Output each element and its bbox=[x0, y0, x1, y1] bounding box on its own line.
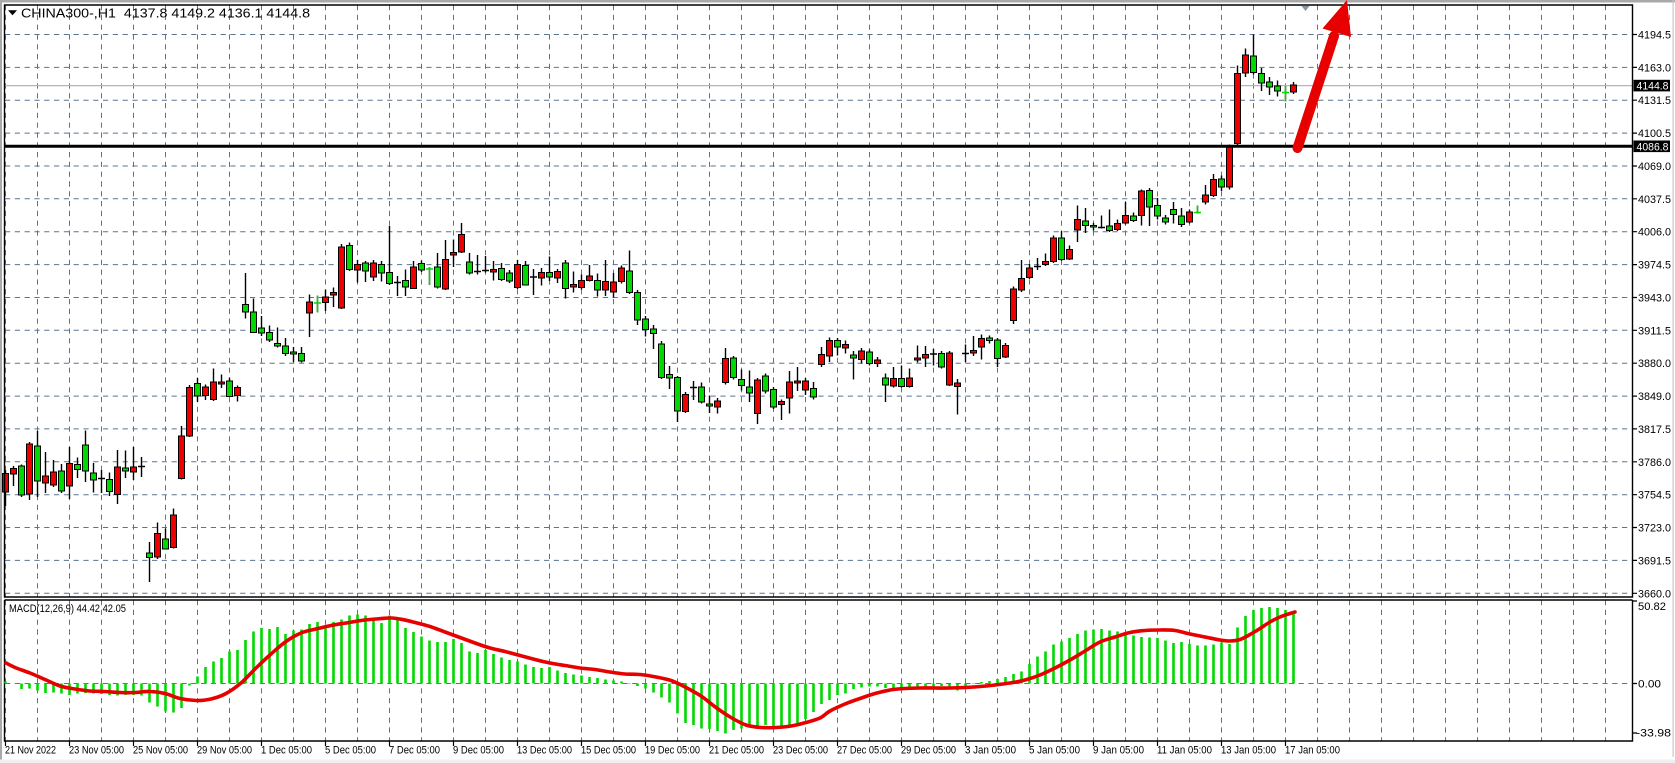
svg-text:3849.0: 3849.0 bbox=[1638, 391, 1671, 403]
svg-text:CHINA300-,H1 4137.8 4149.2 41: CHINA300-,H1 4137.8 4149.2 4136.1 4144.8 bbox=[21, 5, 310, 20]
svg-text:3 Jan 05:00: 3 Jan 05:00 bbox=[965, 745, 1016, 757]
svg-text:0.00: 0.00 bbox=[1638, 679, 1661, 691]
svg-text:4194.5: 4194.5 bbox=[1638, 30, 1671, 42]
svg-text:3754.5: 3754.5 bbox=[1638, 490, 1671, 502]
svg-text:MACD(12,26,9) 44.42 42.05: MACD(12,26,9) 44.42 42.05 bbox=[9, 603, 126, 615]
svg-text:13 Dec 05:00: 13 Dec 05:00 bbox=[517, 745, 572, 757]
svg-text:4006.0: 4006.0 bbox=[1638, 227, 1671, 239]
svg-text:23 Dec 05:00: 23 Dec 05:00 bbox=[773, 745, 828, 757]
svg-text:21 Dec 05:00: 21 Dec 05:00 bbox=[709, 745, 764, 757]
svg-text:7 Dec 05:00: 7 Dec 05:00 bbox=[389, 745, 440, 757]
svg-text:1 Dec 05:00: 1 Dec 05:00 bbox=[261, 745, 312, 757]
svg-text:13 Jan 05:00: 13 Jan 05:00 bbox=[1221, 745, 1276, 757]
svg-text:23 Nov 05:00: 23 Nov 05:00 bbox=[69, 745, 124, 757]
svg-text:-33.98: -33.98 bbox=[1636, 728, 1671, 740]
svg-text:4086.8: 4086.8 bbox=[1637, 141, 1669, 153]
svg-text:9 Jan 05:00: 9 Jan 05:00 bbox=[1093, 745, 1144, 757]
svg-text:29 Dec 05:00: 29 Dec 05:00 bbox=[901, 745, 956, 757]
svg-text:19 Dec 05:00: 19 Dec 05:00 bbox=[645, 745, 700, 757]
svg-text:3911.5: 3911.5 bbox=[1638, 325, 1671, 337]
svg-text:29 Nov 05:00: 29 Nov 05:00 bbox=[197, 745, 252, 757]
svg-text:21 Nov 2022: 21 Nov 2022 bbox=[5, 745, 56, 757]
svg-text:17 Jan 05:00: 17 Jan 05:00 bbox=[1285, 745, 1340, 757]
svg-text:3723.0: 3723.0 bbox=[1638, 523, 1671, 535]
svg-text:4069.0: 4069.0 bbox=[1638, 161, 1671, 173]
svg-text:4144.8: 4144.8 bbox=[1637, 81, 1669, 93]
svg-text:3817.5: 3817.5 bbox=[1638, 424, 1671, 436]
svg-text:4131.5: 4131.5 bbox=[1638, 95, 1671, 107]
svg-text:3974.5: 3974.5 bbox=[1638, 260, 1671, 272]
svg-text:25 Nov 05:00: 25 Nov 05:00 bbox=[133, 745, 188, 757]
svg-text:27 Dec 05:00: 27 Dec 05:00 bbox=[837, 745, 892, 757]
svg-text:3660.0: 3660.0 bbox=[1638, 588, 1671, 600]
svg-text:4037.5: 4037.5 bbox=[1638, 194, 1671, 206]
svg-text:5 Jan 05:00: 5 Jan 05:00 bbox=[1029, 745, 1080, 757]
svg-text:3691.5: 3691.5 bbox=[1638, 555, 1671, 567]
svg-text:9 Dec 05:00: 9 Dec 05:00 bbox=[453, 745, 504, 757]
svg-text:5 Dec 05:00: 5 Dec 05:00 bbox=[325, 745, 376, 757]
svg-text:4100.5: 4100.5 bbox=[1638, 128, 1671, 140]
svg-text:50.82: 50.82 bbox=[1638, 601, 1666, 613]
svg-text:4163.0: 4163.0 bbox=[1638, 62, 1671, 74]
svg-text:3943.0: 3943.0 bbox=[1638, 293, 1671, 305]
svg-text:15 Dec 05:00: 15 Dec 05:00 bbox=[581, 745, 636, 757]
svg-text:3880.0: 3880.0 bbox=[1638, 358, 1671, 370]
svg-text:3786.0: 3786.0 bbox=[1638, 457, 1671, 469]
svg-text:11 Jan 05:00: 11 Jan 05:00 bbox=[1157, 745, 1212, 757]
